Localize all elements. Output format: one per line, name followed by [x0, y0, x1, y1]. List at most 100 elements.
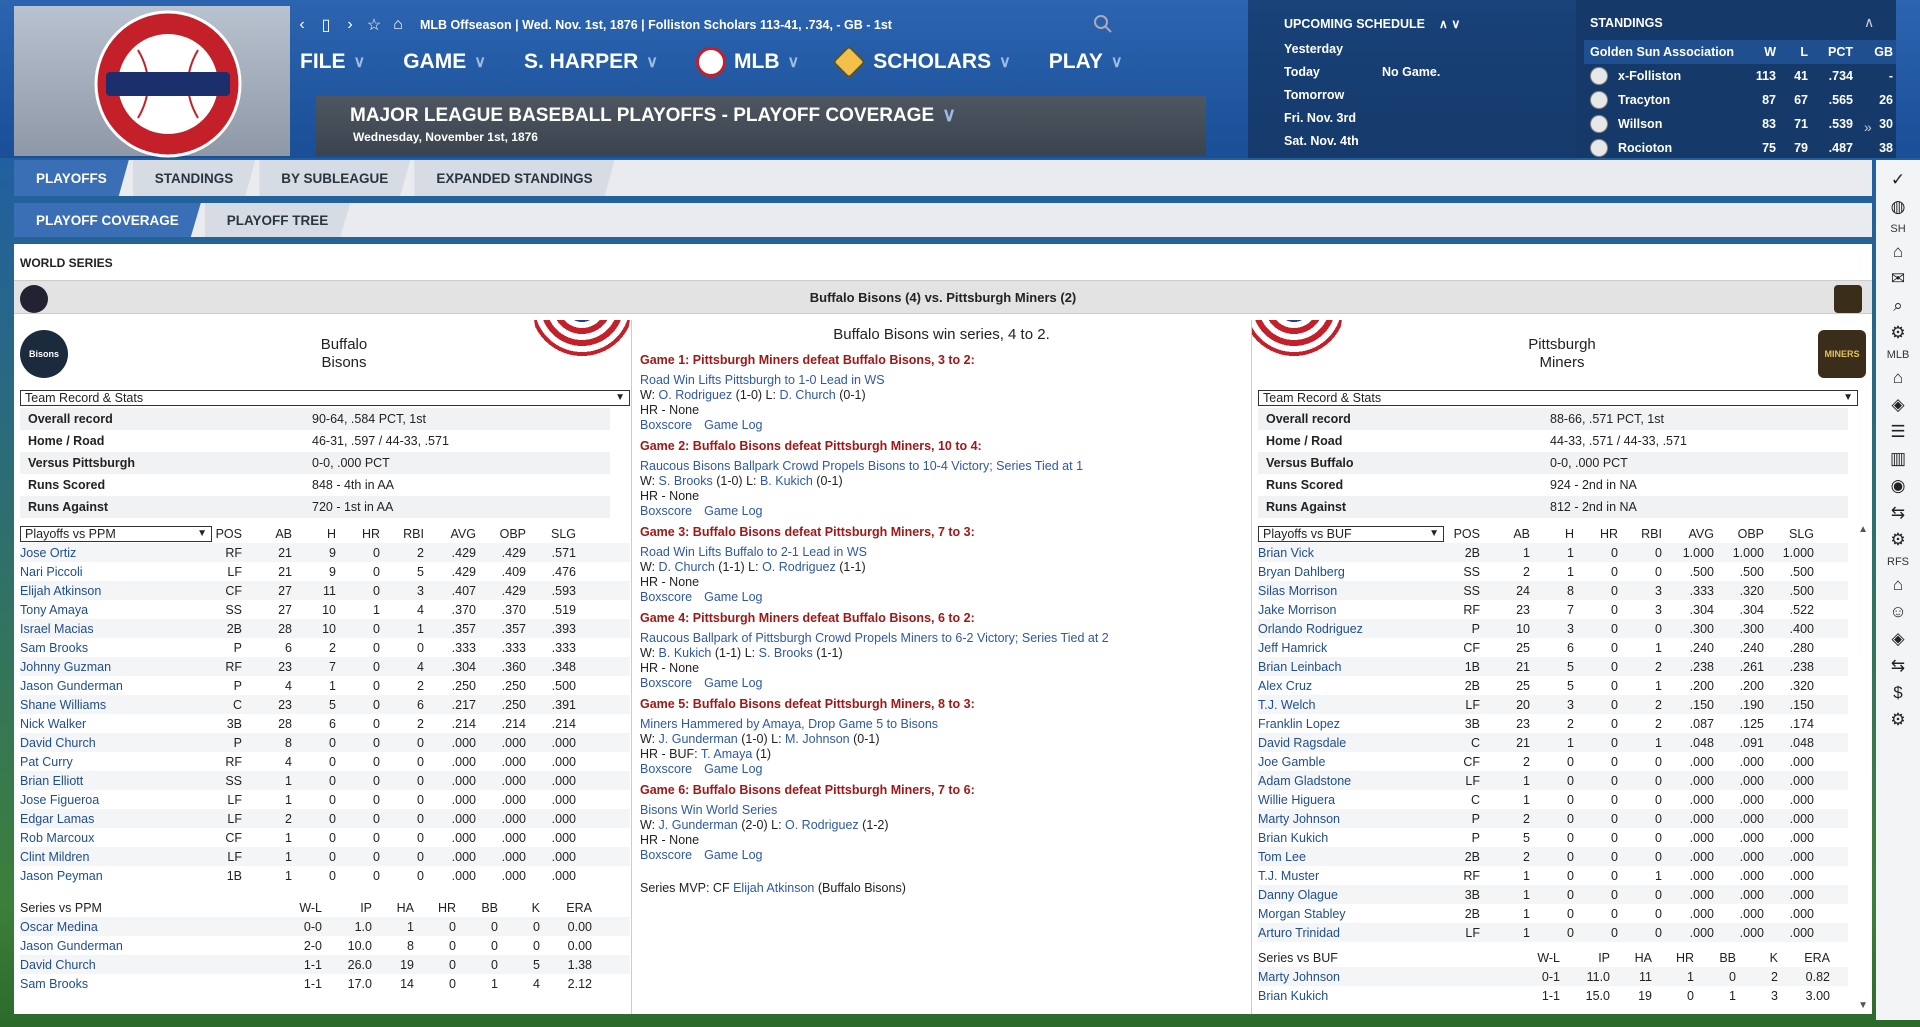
menu-file[interactable]: FILE ∨	[300, 50, 365, 74]
pitching-col-header[interactable]: HA	[396, 900, 414, 915]
standings-row[interactable]: Tracyton 87 67 .565 26	[1590, 88, 1896, 112]
winning-pitcher-link[interactable]: D. Church	[658, 560, 715, 574]
player-link[interactable]: Danny Olague	[1258, 887, 1338, 902]
boxscore-link[interactable]: Boxscore	[640, 504, 693, 518]
game-log-link[interactable]: Game Log	[704, 418, 763, 432]
pitching-col-header[interactable]: IP	[360, 900, 372, 915]
home-icon[interactable]: ⌂	[1892, 575, 1904, 594]
chart-icon[interactable]: ▥	[1889, 449, 1907, 468]
player-link[interactable]: Edgar Lamas	[20, 811, 95, 826]
bisons-logo-small[interactable]	[20, 285, 48, 313]
winning-pitcher-link[interactable]: O. Rodriguez	[658, 388, 733, 402]
player-link[interactable]: Bryan Dahlberg	[1258, 564, 1345, 579]
page-icon[interactable]: ▯	[321, 17, 331, 34]
menu-play[interactable]: PLAY ∨	[1049, 50, 1123, 74]
game-log-link[interactable]: Game Log	[704, 590, 763, 604]
batting-col-header[interactable]: SLG	[1788, 526, 1814, 541]
gear-icon[interactable]: ⚙	[1890, 530, 1906, 549]
player-link[interactable]: Brian Elliott	[20, 773, 84, 788]
page-title[interactable]: MAJOR LEAGUE BASEBALL PLAYOFFS - PLAYOFF…	[350, 104, 956, 127]
game-headline-link[interactable]: Raucous Bisons Ballpark Crowd Propels Bi…	[640, 459, 1084, 473]
player-link[interactable]: David Church	[20, 735, 96, 750]
game-log-link[interactable]: Game Log	[704, 848, 763, 862]
game-headline-link[interactable]: Bisons Win World Series	[640, 803, 778, 817]
player-link[interactable]: Jose Ortiz	[20, 545, 77, 560]
tab-playoff-coverage[interactable]: PLAYOFF COVERAGE	[14, 203, 201, 237]
losing-pitcher-link[interactable]: M. Johnson	[785, 732, 850, 746]
player-link[interactable]: Tom Lee	[1258, 849, 1306, 864]
mail-icon[interactable]: ✉	[1890, 269, 1906, 288]
game-headline-link[interactable]: Miners Hammered by Amaya, Drop Game 5 to…	[640, 717, 939, 731]
losing-pitcher-link[interactable]: D. Church	[779, 388, 836, 402]
losing-pitcher-link[interactable]: O. Rodriguez	[785, 818, 859, 832]
pitching-col-header[interactable]: HR	[1675, 950, 1694, 965]
batting-col-header[interactable]: POS	[215, 526, 242, 541]
player-link[interactable]: Johnny Guzman	[20, 659, 112, 674]
pitching-col-header[interactable]: HA	[1634, 950, 1652, 965]
search-icon[interactable]: ⌕	[1893, 296, 1903, 315]
winning-pitcher-link[interactable]: J. Gunderman	[658, 818, 738, 832]
chevron-up-icon[interactable]: ∧	[1438, 17, 1448, 31]
league-logo[interactable]	[88, 10, 248, 158]
winning-pitcher-link[interactable]: S. Brooks	[658, 474, 713, 488]
boxscore-link[interactable]: Boxscore	[640, 848, 693, 862]
batting-col-header[interactable]: HR	[1599, 526, 1618, 541]
batting-col-header[interactable]: OBP	[1737, 526, 1764, 541]
forward-icon[interactable]: ›	[347, 16, 353, 33]
player-link[interactable]: Nick Walker	[20, 716, 87, 731]
menu-game[interactable]: GAME ∨	[403, 50, 486, 74]
batting-col-header[interactable]: AB	[1513, 526, 1530, 541]
standings-row[interactable]: x-Folliston 113 41 .734 -	[1590, 64, 1896, 88]
scroll-up-icon[interactable]: ▲	[1858, 524, 1868, 535]
player-link[interactable]: Willie Higuera	[1258, 792, 1336, 807]
player-link[interactable]: Brian Leinbach	[1258, 659, 1342, 674]
right-batting-select[interactable]: Playoffs vs BUF ▼	[1258, 526, 1444, 542]
globe-icon[interactable]: ◍	[1890, 197, 1906, 216]
player-link[interactable]: Sam Brooks	[20, 976, 89, 991]
game-log-link[interactable]: Game Log	[704, 504, 763, 518]
home-icon[interactable]: ⌂	[1892, 242, 1904, 261]
gear-icon[interactable]: ⚙	[1890, 323, 1906, 342]
left-batting-select[interactable]: Playoffs vs PPM ▼	[20, 526, 212, 542]
player-link[interactable]: Adam Gladstone	[1258, 773, 1352, 788]
player-link[interactable]: Alex Cruz	[1258, 678, 1313, 693]
mvp-player-link[interactable]: Elijah Atkinson	[733, 881, 815, 895]
player-link[interactable]: Franklin Lopez	[1258, 716, 1340, 731]
tab-playoffs[interactable]: PLAYOFFS	[14, 160, 129, 196]
player-link[interactable]: Elijah Atkinson	[20, 583, 102, 598]
news-icon[interactable]: ☰	[1890, 422, 1906, 441]
check-icon[interactable]: ✓	[1890, 170, 1906, 189]
game-headline-link[interactable]: Raucous Ballpark of Pittsburgh Crowd Pro…	[640, 631, 1109, 645]
pitching-col-header[interactable]: K	[531, 900, 540, 915]
pitching-col-header[interactable]: K	[1769, 950, 1778, 965]
batting-col-header[interactable]: SLG	[550, 526, 576, 541]
player-link[interactable]: Brian Kukich	[1258, 988, 1329, 1003]
scroll-down-icon[interactable]: ▼	[1858, 1000, 1868, 1011]
batting-col-header[interactable]: POS	[1453, 526, 1480, 541]
left-record-select[interactable]: Team Record & Stats ▼	[20, 390, 630, 406]
tab-by-subleague[interactable]: BY SUBLEAGUE	[259, 160, 410, 196]
player-link[interactable]: Marty Johnson	[1258, 811, 1340, 826]
batting-col-header[interactable]: H	[326, 526, 336, 541]
winning-pitcher-link[interactable]: B. Kukich	[658, 646, 712, 660]
batting-col-header[interactable]: HR	[361, 526, 380, 541]
pitching-col-header[interactable]: W-L	[299, 900, 322, 915]
pitching-col-header[interactable]: W-L	[1537, 950, 1560, 965]
double-chevron-right-icon[interactable]: »	[1864, 119, 1872, 135]
losing-pitcher-link[interactable]: S. Brooks	[758, 646, 813, 660]
boxscore-link[interactable]: Boxscore	[640, 418, 693, 432]
player-link[interactable]: Jason Peyman	[20, 868, 103, 883]
player-link[interactable]: Oscar Medina	[20, 919, 98, 934]
game-headline-link[interactable]: Road Win Lifts Buffalo to 2-1 Lead in WS	[640, 545, 867, 559]
tab-standings[interactable]: STANDINGS	[133, 160, 256, 196]
losing-pitcher-link[interactable]: O. Rodriguez	[762, 560, 836, 574]
player-link[interactable]: Joe Gamble	[1258, 754, 1326, 769]
boxscore-link[interactable]: Boxscore	[640, 590, 693, 604]
player-link[interactable]: Clint Mildren	[20, 849, 90, 864]
batting-col-header[interactable]: AB	[275, 526, 292, 541]
diamond-icon[interactable]: ◈	[1891, 395, 1905, 414]
standings-row[interactable]: Rocioton 75 79 .487 38	[1590, 136, 1896, 160]
menu-league[interactable]: MLB ∨	[696, 47, 799, 77]
right-record-select[interactable]: Team Record & Stats ▼	[1258, 390, 1858, 406]
finance-icon[interactable]: $	[1893, 683, 1903, 702]
